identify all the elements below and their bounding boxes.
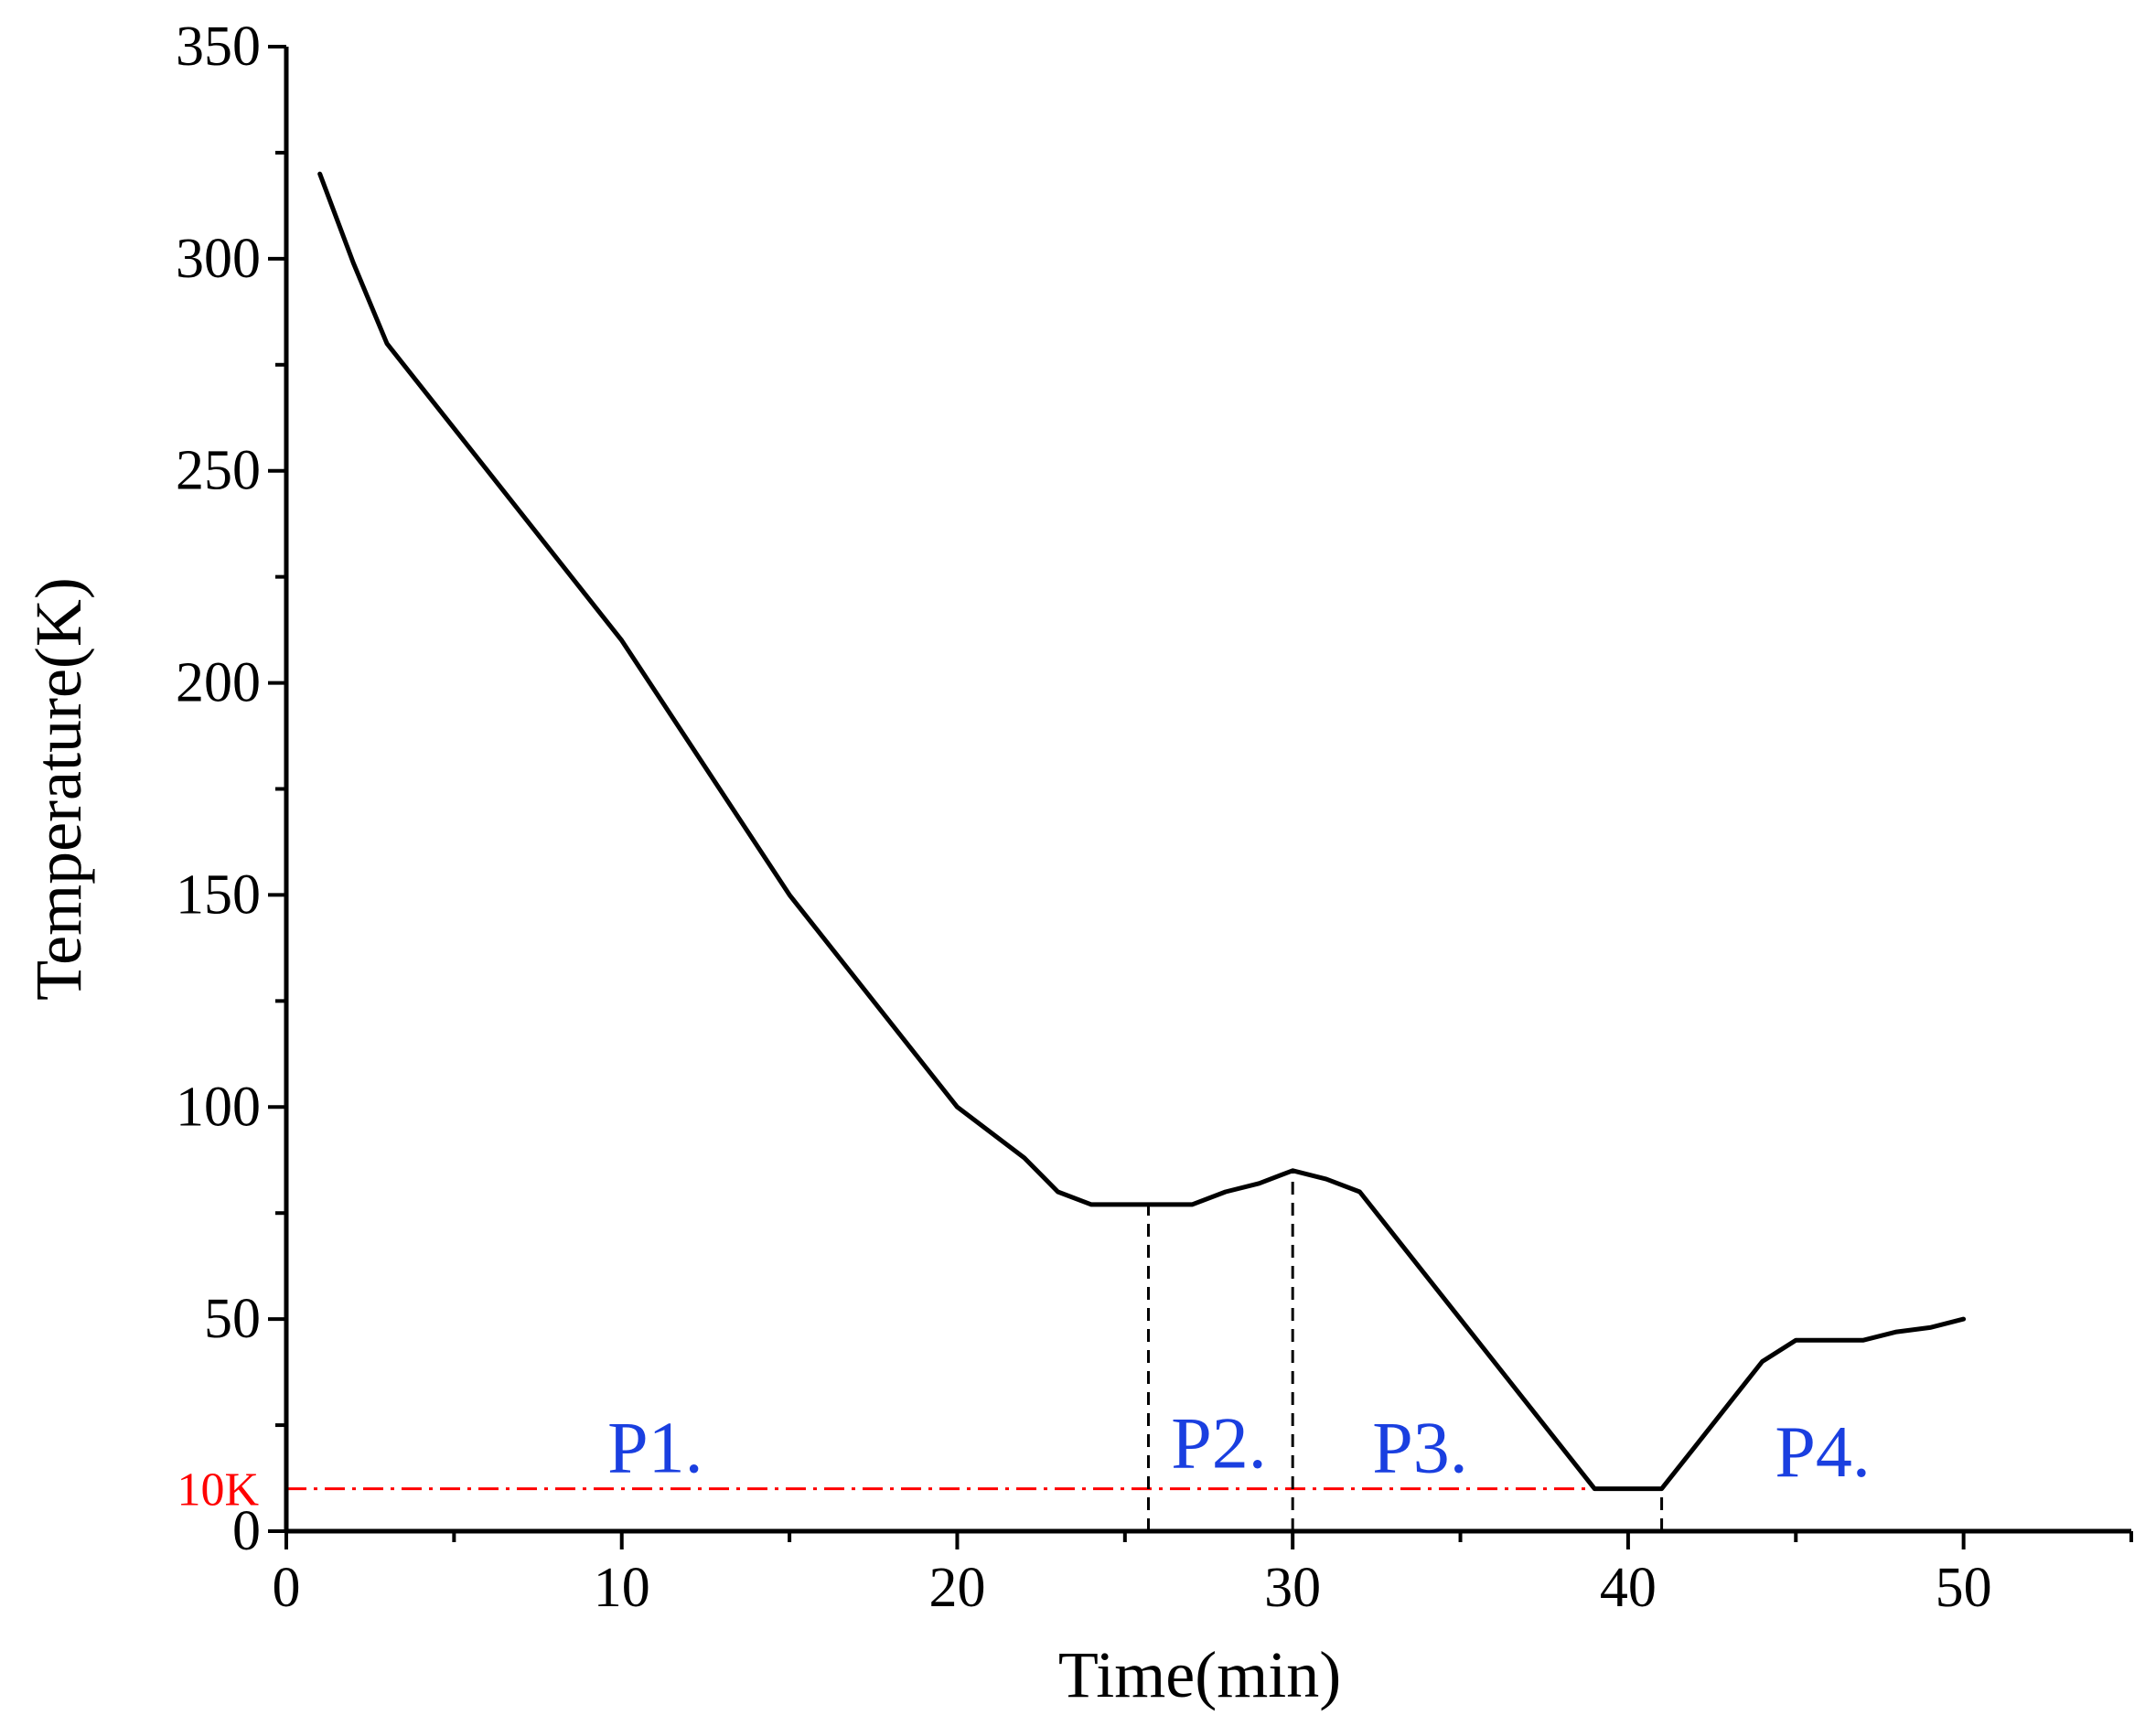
data-point <box>1023 1156 1025 1159</box>
x-tick-label: 20 <box>928 1557 985 1619</box>
data-point <box>1962 1318 1965 1321</box>
data-point <box>1694 1445 1697 1448</box>
y-tick-label: 100 <box>176 1076 261 1138</box>
y-tick-label: 300 <box>176 228 261 290</box>
data-point <box>1292 1169 1294 1172</box>
y-tick-label: 0 <box>232 1500 261 1562</box>
data-point <box>1560 1445 1562 1448</box>
data-point <box>1057 1191 1059 1194</box>
reference-layer: 10K <box>177 1464 1595 1517</box>
data-point <box>1928 1326 1931 1329</box>
data-point <box>1123 1203 1126 1206</box>
series-line-temperature <box>317 171 1967 1492</box>
data-point <box>1090 1203 1093 1206</box>
y-tick-label: 200 <box>176 652 261 714</box>
y-axis-title: Temperature(K) <box>22 577 95 1001</box>
reference-line-label: 10K <box>177 1464 259 1517</box>
y-tick-label: 250 <box>176 440 261 502</box>
data-point <box>1191 1203 1194 1206</box>
data-point <box>1626 1487 1629 1490</box>
phase-label-layer: P1. P2. P3. P4. <box>607 1404 1871 1493</box>
data-point <box>1727 1402 1730 1405</box>
phase-label-p2: P2. <box>1171 1404 1267 1485</box>
phase-divider-layer <box>1146 1170 1664 1531</box>
data-point <box>1459 1318 1462 1321</box>
data-point <box>1761 1360 1764 1363</box>
data-point <box>956 1106 959 1109</box>
data-point <box>1358 1191 1361 1194</box>
x-tick-label: 40 <box>1600 1557 1657 1619</box>
data-point <box>520 512 522 515</box>
y-tick-label: 150 <box>176 863 261 926</box>
data-point <box>1157 1203 1160 1206</box>
data-point <box>1861 1339 1864 1342</box>
x-tick-label: 10 <box>594 1557 650 1619</box>
data-point <box>1895 1331 1898 1334</box>
data-point <box>352 262 355 264</box>
x-axis-title: Time(min) <box>1058 1638 1341 1711</box>
data-point <box>1795 1339 1797 1342</box>
phase-label-p1: P1. <box>607 1408 703 1488</box>
x-tick-label: 30 <box>1264 1557 1321 1619</box>
data-point <box>1828 1339 1830 1342</box>
y-tick-label: 350 <box>176 16 261 78</box>
data-point <box>453 427 456 430</box>
data-point <box>1224 1191 1227 1194</box>
data-point <box>788 894 791 896</box>
data-point <box>1660 1487 1663 1490</box>
data-point <box>1593 1487 1596 1490</box>
data-point <box>386 342 389 345</box>
data-point <box>1325 1178 1327 1181</box>
data-point <box>318 173 321 176</box>
y-tick-label: 50 <box>204 1288 261 1350</box>
series-layer <box>317 171 1967 1492</box>
axes-layer: 0 10 20 30 40 50 0 50 100 150 200 250 300 350 Time(min… <box>22 16 2133 1711</box>
phase-label-p4: P4. <box>1775 1412 1871 1493</box>
data-point <box>1258 1182 1260 1185</box>
data-point <box>620 639 623 642</box>
x-tick-label: 0 <box>273 1557 301 1619</box>
x-tick-label: 50 <box>1936 1557 1992 1619</box>
phase-label-p3: P3. <box>1372 1408 1468 1488</box>
